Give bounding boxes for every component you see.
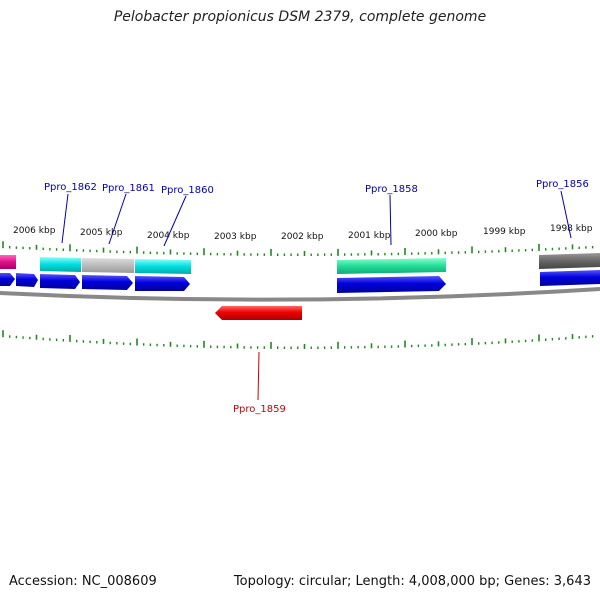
feature-gray-1861[interactable] [82, 258, 134, 273]
scale-labels: 2006 kbp 2005 kbp 2004 kbp 2003 kbp 2002… [13, 224, 593, 242]
gene-arrow-1859[interactable] [215, 306, 302, 320]
gene-label-ppro-1858[interactable]: Ppro_1858 [365, 184, 418, 195]
feature-magenta[interactable] [0, 255, 16, 269]
feature-darkgray-1856[interactable] [539, 253, 600, 269]
genome-backbone [0, 287, 600, 302]
gene-label-ppro-1859[interactable]: Ppro_1859 [233, 404, 286, 415]
scale-label: 2000 kbp [415, 229, 458, 239]
scale-label: 1998 kbp [550, 224, 593, 234]
gene-label-ppro-1860[interactable]: Ppro_1860 [161, 185, 214, 196]
cds-arrow[interactable] [0, 273, 15, 286]
feature-row-outer [0, 253, 600, 274]
scale-label: 2002 kbp [281, 232, 324, 242]
genome-stats-label: Topology: circular; Length: 4,008,000 bp… [233, 574, 591, 589]
cds-arrow-1861[interactable] [82, 275, 133, 290]
tick-row-outer [2, 241, 594, 256]
feature-cyan-1862[interactable] [40, 257, 81, 272]
accession-label: Accession: NC_008609 [9, 574, 157, 589]
scale-label: 1999 kbp [483, 227, 526, 237]
callout-lines [61, 190, 572, 401]
gene-label-ppro-1862[interactable]: Ppro_1862 [44, 182, 97, 193]
tick-row-inner [2, 330, 594, 349]
cds-arrow-1858[interactable] [337, 276, 446, 293]
cds-arrow-1862[interactable] [40, 274, 80, 289]
scale-label: 2003 kbp [214, 232, 257, 242]
feature-green-1858[interactable] [337, 258, 446, 274]
gene-label-ppro-1861[interactable]: Ppro_1861 [102, 183, 155, 194]
cds-arrow-1856[interactable] [540, 270, 600, 286]
cds-row [0, 270, 600, 293]
scale-label: 2001 kbp [348, 231, 391, 241]
map-title: Pelobacter propionicus DSM 2379, complet… [113, 9, 487, 25]
scale-label: 2005 kbp [80, 228, 123, 238]
scale-label: 2006 kbp [13, 226, 56, 236]
cds-arrow[interactable] [16, 273, 38, 287]
gene-label-ppro-1856[interactable]: Ppro_1856 [536, 179, 589, 190]
gene-labels: Ppro_1862 Ppro_1861 Ppro_1860 Ppro_1858 … [44, 179, 589, 415]
cds-arrow-1860[interactable] [135, 276, 190, 291]
feature-cyan-1860[interactable] [135, 259, 191, 274]
